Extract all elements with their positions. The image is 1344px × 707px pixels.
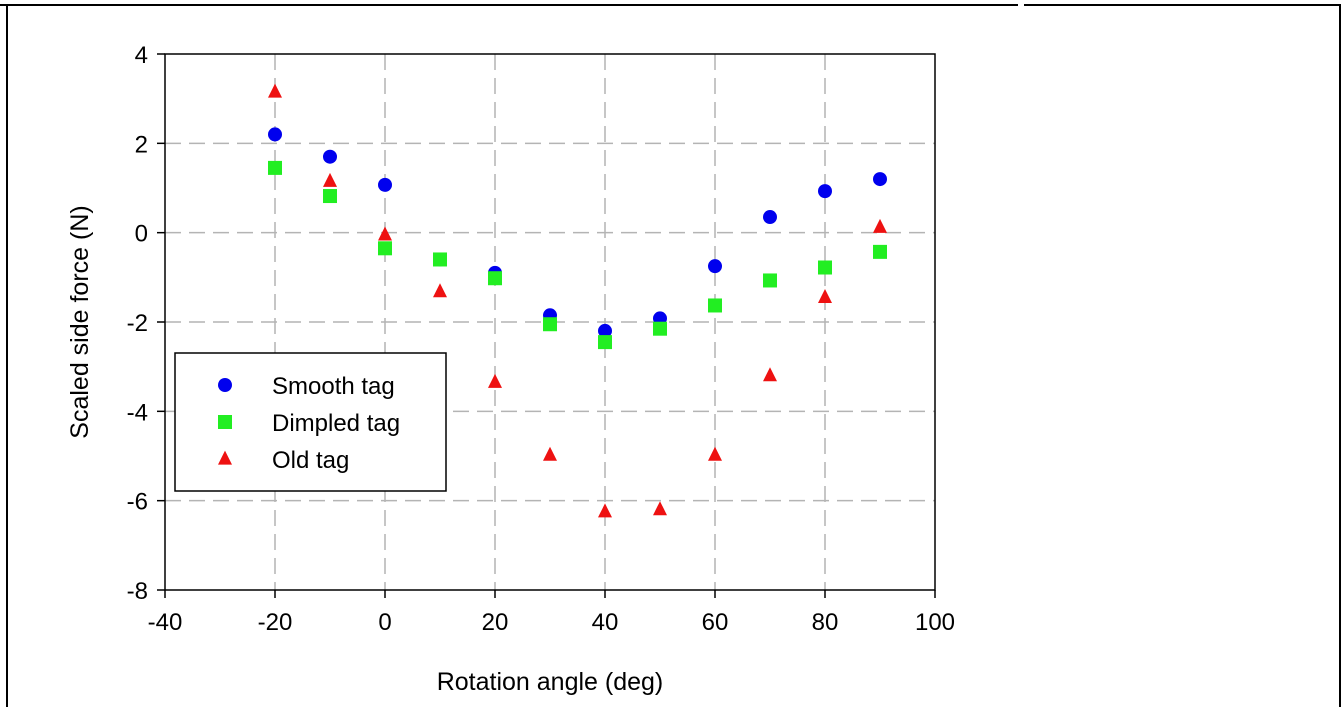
dimpled-tag-point — [763, 273, 777, 288]
frame-right-border — [1339, 4, 1341, 707]
legend-label-old-tag: Old tag — [272, 447, 349, 474]
dimpled-tag-point — [323, 189, 337, 204]
series-old-tag — [268, 83, 887, 518]
old-tag-point — [268, 83, 282, 98]
old-tag-point — [873, 218, 887, 233]
data-points — [268, 83, 887, 518]
legend-items: Smooth tag Dimpled tag Old tag — [218, 373, 400, 474]
old-tag-point — [763, 367, 777, 382]
smooth-tag-point — [708, 259, 722, 274]
x-tick-label: 80 — [812, 609, 839, 636]
old-tag-point — [653, 501, 667, 516]
frame-top-border — [0, 4, 1018, 6]
y-tick-labels: -8 -6 -4 -2 0 2 4 — [127, 42, 148, 605]
frame-left-border — [6, 4, 8, 707]
smooth-tag-point — [873, 172, 887, 187]
x-tick-label: -40 — [148, 609, 183, 636]
smooth-tag-point — [598, 323, 612, 338]
dimpled-tag-point — [708, 298, 722, 313]
y-tick-label: 2 — [135, 131, 148, 158]
old-tag-point — [708, 446, 722, 461]
dimpled-tag-point — [818, 260, 832, 275]
y-tick-label: 0 — [135, 221, 148, 248]
x-tick-label: 60 — [702, 609, 729, 636]
x-tick-label: 40 — [592, 609, 619, 636]
series-dimpled-tag — [268, 160, 887, 350]
old-tag-point — [433, 283, 447, 298]
x-tick-label: 0 — [378, 609, 391, 636]
smooth-tag-point — [818, 184, 832, 199]
legend-marker-old-tag — [218, 450, 232, 465]
smooth-tag-point — [323, 149, 337, 164]
dimpled-tag-point — [543, 317, 557, 332]
dimpled-tag-point — [268, 160, 282, 175]
old-tag-point — [378, 226, 392, 241]
old-tag-point — [488, 373, 502, 388]
smooth-tag-point — [763, 210, 777, 225]
dimpled-tag-point — [653, 321, 667, 336]
tick-marks — [157, 53, 936, 598]
y-tick-label: -6 — [127, 489, 148, 516]
x-tick-label: 100 — [915, 609, 955, 636]
smooth-tag-point — [378, 177, 392, 192]
legend-marker-dimpled-tag — [218, 415, 232, 429]
x-tick-labels: -40 -20 0 20 40 60 80 100 — [148, 609, 955, 636]
y-axis-label: Scaled side force (N) — [66, 205, 94, 438]
old-tag-point — [598, 503, 612, 518]
dimpled-tag-point — [598, 335, 612, 350]
x-axis-label: Rotation angle (deg) — [437, 668, 664, 696]
y-tick-label: -8 — [127, 578, 148, 605]
dimpled-tag-point — [433, 252, 447, 267]
dimpled-tag-point — [378, 241, 392, 256]
x-tick-label: -20 — [258, 609, 293, 636]
legend-label-smooth-tag: Smooth tag — [272, 373, 395, 400]
old-tag-point — [323, 172, 337, 187]
legend-label-dimpled-tag: Dimpled tag — [272, 410, 400, 437]
dimpled-tag-point — [873, 244, 887, 259]
old-tag-point — [543, 446, 557, 461]
y-tick-label: -4 — [127, 399, 148, 426]
x-tick-label: 20 — [482, 609, 509, 636]
frame-top-border-right — [1024, 4, 1340, 6]
smooth-tag-point — [268, 127, 282, 142]
y-tick-label: -2 — [127, 310, 148, 337]
legend-marker-smooth-tag — [218, 378, 232, 392]
legend: Smooth tag Dimpled tag Old tag — [174, 352, 447, 492]
y-tick-label: 4 — [135, 42, 148, 69]
dimpled-tag-point — [488, 271, 502, 286]
old-tag-point — [818, 289, 832, 304]
